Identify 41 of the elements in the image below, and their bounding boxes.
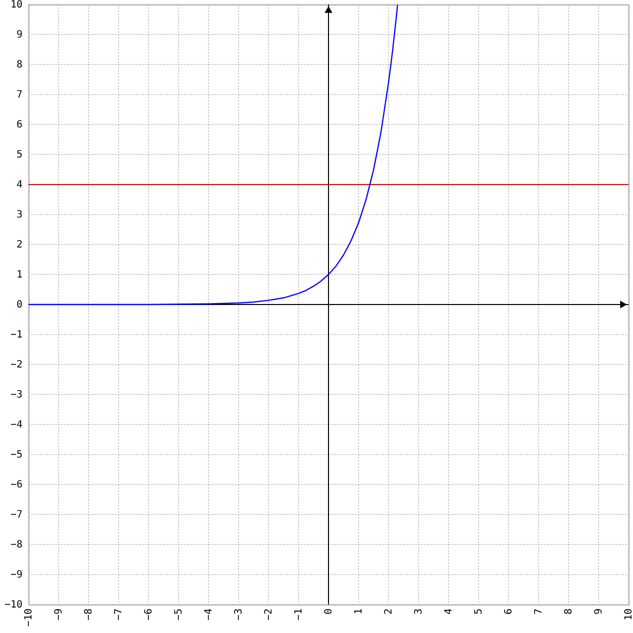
y-tick-label: −1 xyxy=(10,330,22,340)
y-tick-label: 10 xyxy=(10,0,22,10)
x-tick-label: −7 xyxy=(114,608,124,621)
y-tick-label: −3 xyxy=(10,390,22,400)
x-tick-label: 2 xyxy=(384,608,394,615)
x-tick-label: 4 xyxy=(444,608,454,615)
y-tick-label: −9 xyxy=(10,570,22,580)
x-tick-label: −8 xyxy=(84,608,94,621)
x-tick-label: −4 xyxy=(204,608,214,621)
x-tick-label: −2 xyxy=(264,608,274,621)
line-series xyxy=(28,4,398,306)
y-tick-label: 1 xyxy=(16,270,22,280)
y-tick-label: 4 xyxy=(16,180,22,190)
y-tick-label: −8 xyxy=(10,540,22,550)
x-tick-label: 9 xyxy=(594,608,604,615)
y-tick-label: −2 xyxy=(10,360,22,370)
x-tick-label: −1 xyxy=(294,608,304,621)
y-tick-label: −7 xyxy=(10,510,22,520)
x-tick-label: −9 xyxy=(54,608,64,621)
y-tick-label: 9 xyxy=(16,30,22,40)
x-tick-label: 0 xyxy=(324,608,334,615)
y-tick-label: −5 xyxy=(10,450,22,460)
y-tick-label: −6 xyxy=(10,480,22,490)
y-tick-label: −4 xyxy=(10,420,22,430)
x-tick-label: 5 xyxy=(474,608,484,615)
x-tick-label: −3 xyxy=(234,608,244,621)
y-tick-label: 0 xyxy=(16,300,22,310)
y-tick-label: 5 xyxy=(16,150,22,160)
x-tick-label: −5 xyxy=(174,608,184,621)
x-tick-label: 6 xyxy=(504,608,514,615)
x-tick-label: −6 xyxy=(144,608,154,621)
y-tick-label: 2 xyxy=(16,240,22,250)
x-tick-label: 7 xyxy=(534,608,544,615)
y-tick-label: 6 xyxy=(16,120,22,130)
x-tick-label: 1 xyxy=(354,608,364,615)
x-tick-label: 3 xyxy=(414,608,424,615)
y-tick-label: 8 xyxy=(16,60,22,70)
y-tick-label: 7 xyxy=(16,90,22,100)
y-tick-label: 3 xyxy=(16,210,22,220)
x-tick-label: 10 xyxy=(624,608,633,621)
x-tick-label: 8 xyxy=(564,608,574,615)
